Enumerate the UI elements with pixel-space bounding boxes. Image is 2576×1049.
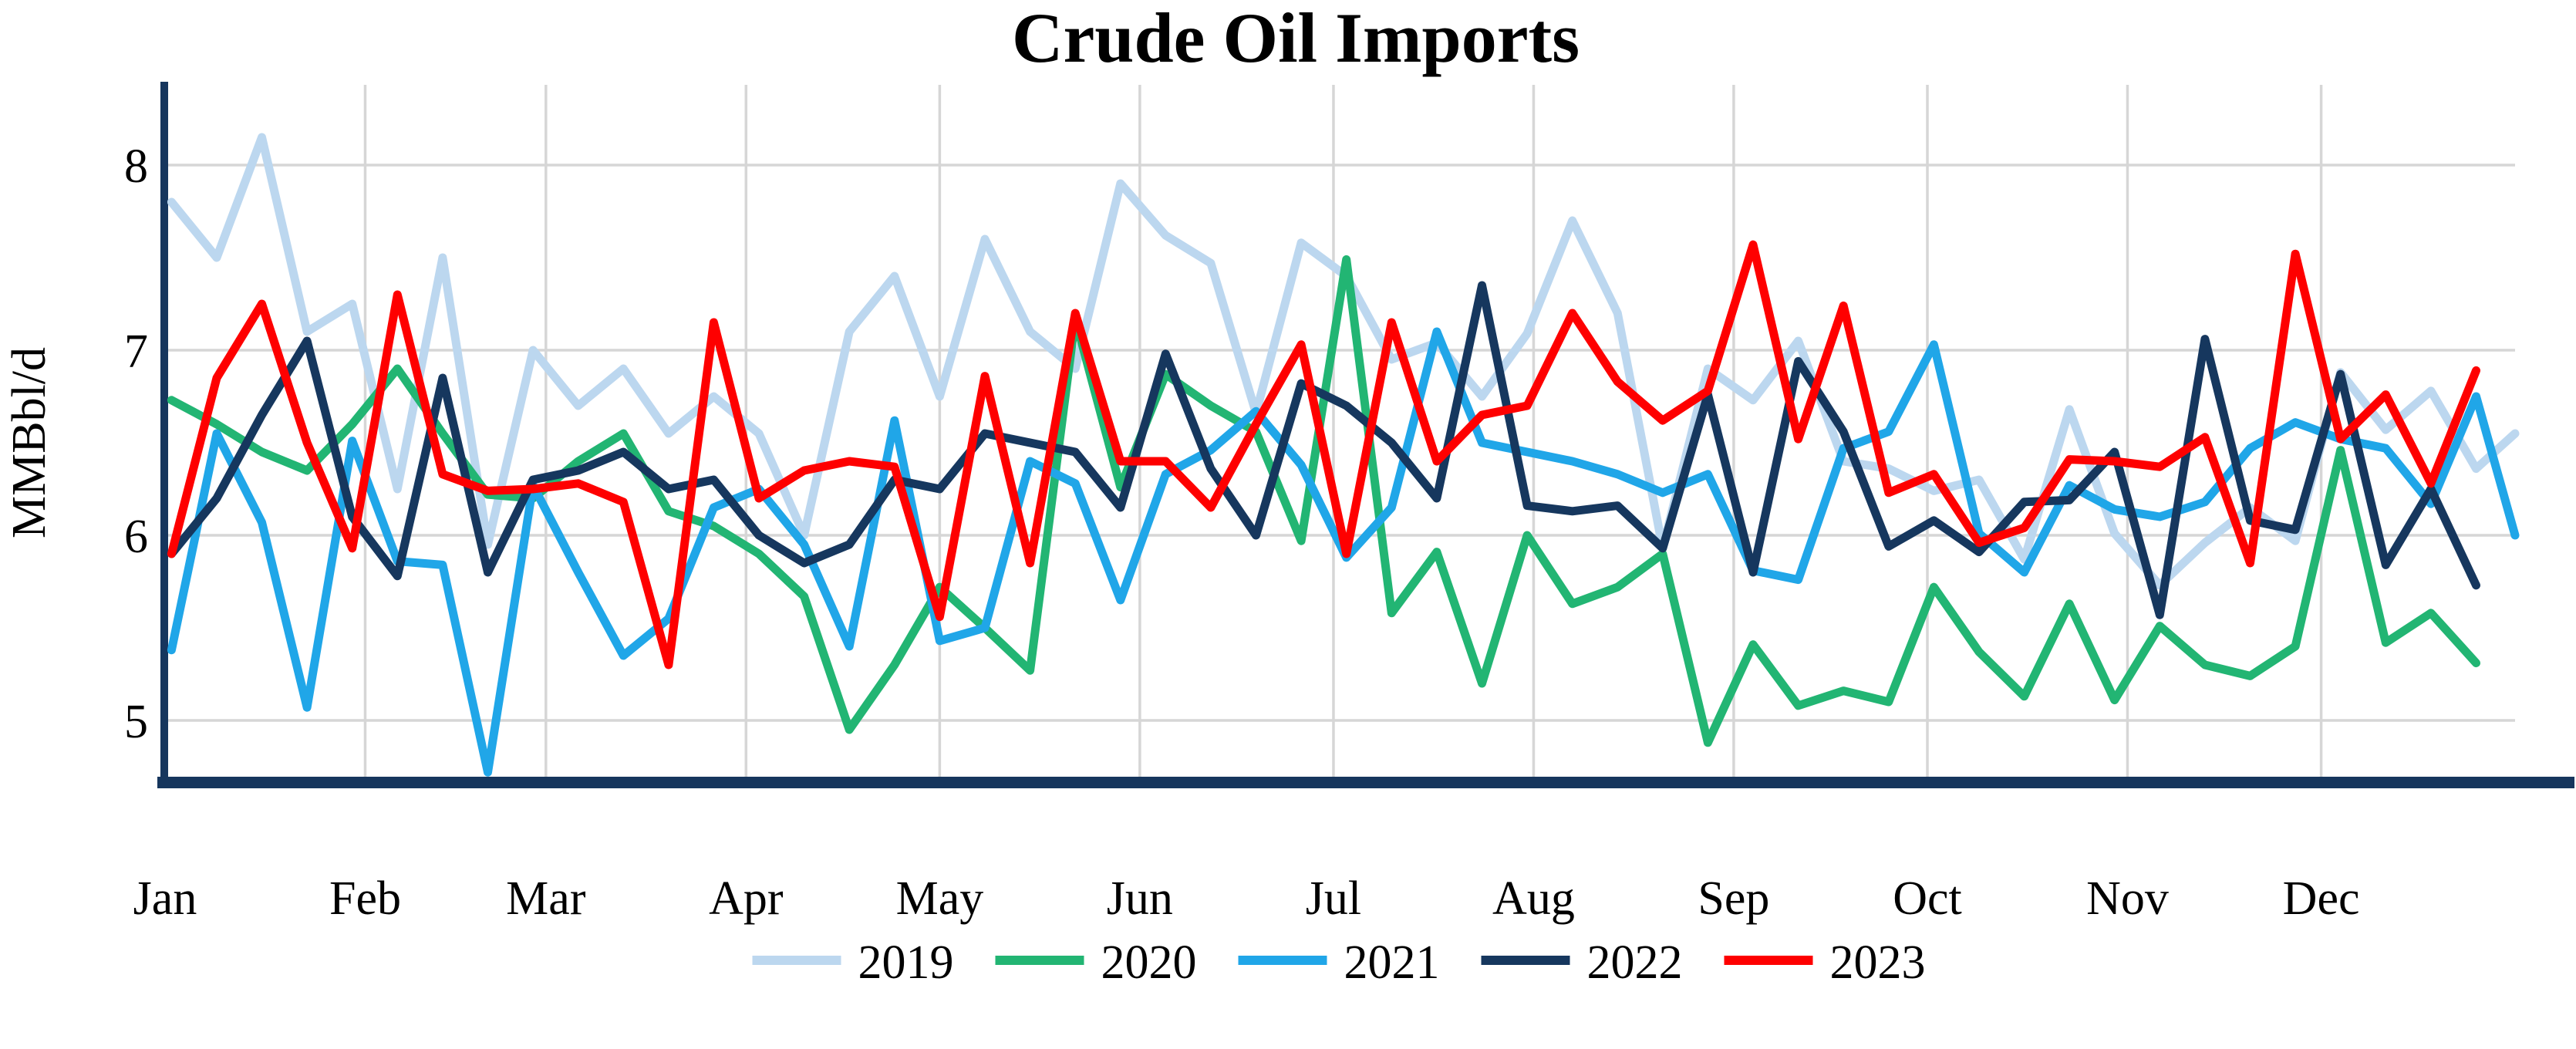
series-line-2022 — [167, 281, 2480, 619]
x-tick-label-Apr: Apr — [709, 872, 784, 925]
x-tick-label-Feb: Feb — [329, 872, 401, 925]
legend-label-2020: 2020 — [1101, 936, 1197, 989]
series-line-2023 — [167, 240, 2480, 670]
x-tick-label-Nov: Nov — [2086, 872, 2169, 925]
legend-label-2022: 2022 — [1587, 936, 1683, 989]
legend-item-2021: 2021 — [1238, 936, 1440, 989]
x-tick-label-Jan: Jan — [133, 872, 197, 925]
legend-layer: 2019 2020 2021 2022 2023 — [752, 936, 1926, 989]
legend-label-2019: 2019 — [858, 936, 954, 989]
x-tick-label-Aug: Aug — [1492, 872, 1575, 925]
y-tick-label-8: 8 — [124, 140, 148, 193]
x-tick-label-Jun: Jun — [1107, 872, 1173, 925]
x-tick-label-Mar: Mar — [506, 872, 586, 925]
y-axis-label: MMBbl/d — [3, 347, 56, 538]
legend-label-2023: 2023 — [1830, 936, 1926, 989]
axes-layer — [157, 82, 2574, 788]
legend-item-2019: 2019 — [752, 936, 954, 989]
data-series-layer — [167, 133, 2520, 777]
gridlines-layer — [167, 85, 2515, 777]
y-axis-line — [160, 82, 168, 788]
chart-title: Crude Oil Imports — [1012, 0, 1580, 77]
x-tick-label-Dec: Dec — [2283, 872, 2360, 925]
y-tick-label-5: 5 — [124, 696, 148, 748]
x-tick-label-Sep: Sep — [1698, 872, 1769, 925]
y-tick-label-6: 6 — [124, 511, 148, 563]
x-tick-label-Jul: Jul — [1306, 872, 1361, 925]
series-line-2020 — [167, 255, 2480, 747]
legend-item-2020: 2020 — [995, 936, 1197, 989]
x-tick-label-May: May — [896, 872, 984, 925]
x-tick-label-Oct: Oct — [1893, 872, 1962, 925]
axis-labels-layer: 5 6 7 8 Jan Feb Mar Apr May Jun Jul Aug Sep Oct Nov Dec — [124, 140, 2359, 925]
legend-label-2021: 2021 — [1344, 936, 1440, 989]
legend-item-2022: 2022 — [1481, 936, 1683, 989]
x-axis-line — [157, 777, 2574, 788]
y-tick-label-7: 7 — [124, 325, 148, 378]
legend-item-2023: 2023 — [1724, 936, 1926, 989]
